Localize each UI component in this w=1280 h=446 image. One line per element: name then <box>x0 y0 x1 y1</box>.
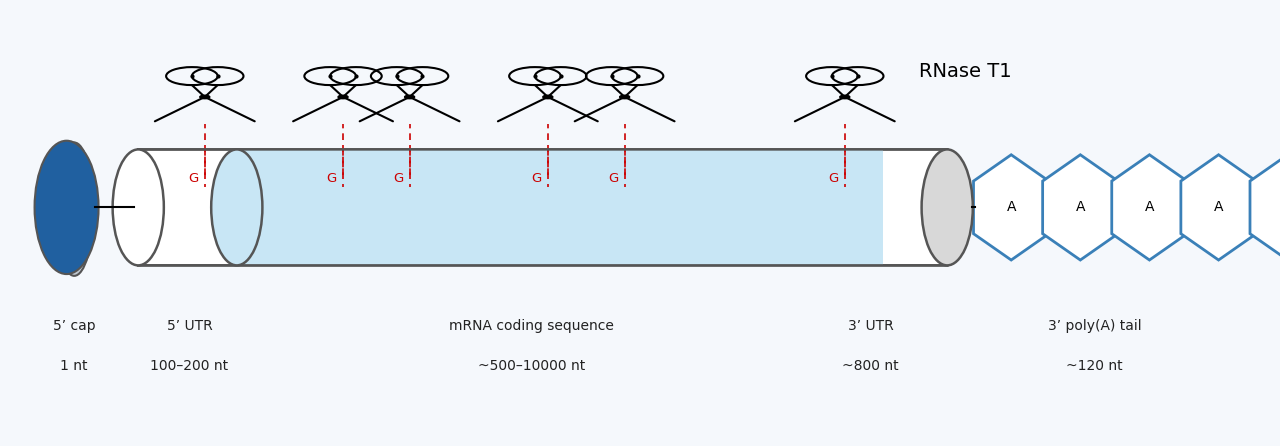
FancyBboxPatch shape <box>138 149 947 265</box>
Text: 1 nt: 1 nt <box>60 359 88 373</box>
Ellipse shape <box>211 149 262 265</box>
Ellipse shape <box>35 140 99 274</box>
Text: ~800 nt: ~800 nt <box>842 359 899 373</box>
Text: G: G <box>188 172 198 185</box>
Circle shape <box>338 95 348 99</box>
Text: 5’ UTR: 5’ UTR <box>166 319 212 333</box>
Circle shape <box>543 95 553 99</box>
Text: G: G <box>828 172 838 185</box>
Circle shape <box>620 95 630 99</box>
Text: G: G <box>531 172 541 185</box>
Polygon shape <box>1043 155 1117 260</box>
Text: mRNA coding sequence: mRNA coding sequence <box>449 319 613 333</box>
Text: G: G <box>326 172 337 185</box>
Circle shape <box>404 95 415 99</box>
Circle shape <box>840 95 850 99</box>
Text: A: A <box>1144 200 1155 215</box>
Text: A: A <box>1213 200 1224 215</box>
Ellipse shape <box>922 149 973 265</box>
Ellipse shape <box>55 142 93 276</box>
Text: 3’ UTR: 3’ UTR <box>847 319 893 333</box>
Text: G: G <box>393 172 403 185</box>
Text: A: A <box>1075 200 1085 215</box>
Ellipse shape <box>113 149 164 265</box>
Polygon shape <box>1251 155 1280 260</box>
Polygon shape <box>1112 155 1187 260</box>
Text: ~500–10000 nt: ~500–10000 nt <box>477 359 585 373</box>
Circle shape <box>200 95 210 99</box>
Text: 3’ poly(A) tail: 3’ poly(A) tail <box>1047 319 1142 333</box>
Text: 100–200 nt: 100–200 nt <box>150 359 229 373</box>
Text: A: A <box>1006 200 1016 215</box>
Text: 5’ cap: 5’ cap <box>52 319 96 333</box>
Bar <box>237 149 883 265</box>
Text: G: G <box>608 172 618 185</box>
Text: RNase T1: RNase T1 <box>919 62 1011 81</box>
Polygon shape <box>1181 155 1256 260</box>
Text: ~120 nt: ~120 nt <box>1066 359 1123 373</box>
Polygon shape <box>974 155 1048 260</box>
